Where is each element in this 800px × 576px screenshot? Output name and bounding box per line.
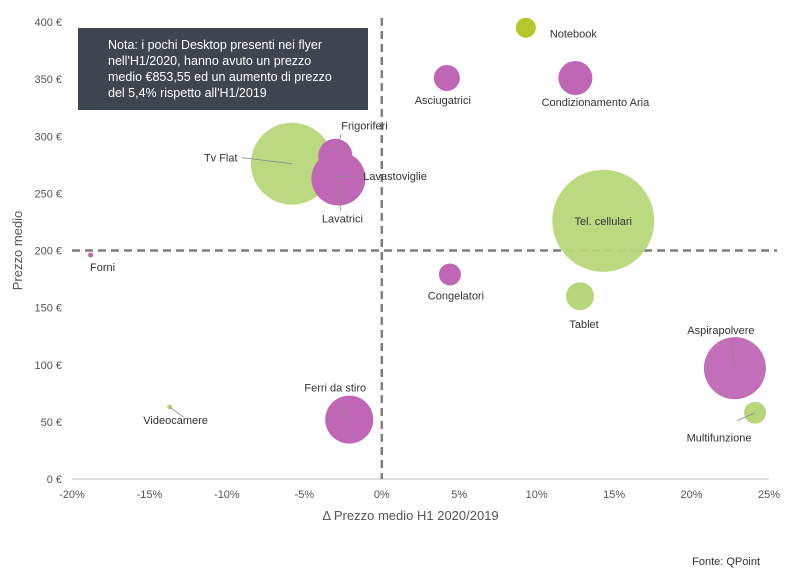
bubble-label: Asciugatrici xyxy=(415,95,471,107)
x-tick-label: 20% xyxy=(681,489,703,501)
note-line: nell'H1/2020, hanno avuto un prezzo xyxy=(108,54,312,68)
x-tick-label: -20% xyxy=(59,489,85,501)
bubble xyxy=(438,263,461,286)
source-label: Fonte: QPoint xyxy=(692,556,760,568)
label-leader-line xyxy=(169,406,184,418)
bubble-label: Tablet xyxy=(569,319,598,331)
bubble xyxy=(558,60,593,95)
y-tick-label: 300 € xyxy=(34,131,62,143)
x-tick-label: -15% xyxy=(137,489,163,501)
bubble xyxy=(566,282,595,311)
bubble xyxy=(433,64,460,91)
bubble-label: Aspirapolvere xyxy=(687,325,754,337)
label-leader-line xyxy=(338,403,350,420)
bubble xyxy=(552,169,655,272)
label-leaders xyxy=(169,133,756,422)
bubble-label: Tel. cellulari xyxy=(575,216,632,228)
bubble-label: Lavastoviglie xyxy=(363,171,427,183)
x-axis-title: Δ Prezzo medio H1 2020/2019 xyxy=(322,508,498,523)
y-tick-label: 400 € xyxy=(34,17,62,29)
note-line: del 5,4% rispetto all'H1/2019 xyxy=(108,86,267,100)
x-tick-label: -10% xyxy=(214,489,240,501)
x-tick-label: -5% xyxy=(295,489,315,501)
label-leader-line xyxy=(334,133,342,156)
y-tick-label: 250 € xyxy=(34,188,62,200)
x-tick-label: 10% xyxy=(526,489,548,501)
bubble-label: Videocamere xyxy=(143,415,208,427)
y-tick-label: 200 € xyxy=(34,246,62,258)
label-leader-line xyxy=(736,412,756,422)
label-leader-line xyxy=(730,342,736,369)
label-leader-line xyxy=(241,157,292,165)
bubble-label: Condizionamento Aria xyxy=(542,97,651,109)
bubble xyxy=(515,17,536,38)
y-tick-label: 0 € xyxy=(47,474,62,486)
bubble-label: Tv Flat xyxy=(204,153,238,165)
bubble xyxy=(88,252,94,258)
y-tick-label: 50 € xyxy=(41,417,62,429)
x-tick-label: 5% xyxy=(451,489,467,501)
label-leader-line xyxy=(338,178,341,211)
bubble-label: Multifunzione xyxy=(687,433,752,445)
bubble-label: Forni xyxy=(90,262,115,274)
x-tick-label: 25% xyxy=(758,489,780,501)
y-tick-labels: 0 € 50 € 100 € 150 € 200 € 250 € 300 € 350 € 400… xyxy=(34,17,62,486)
y-tick-label: 100 € xyxy=(34,360,62,372)
bubble-label: Congelatori xyxy=(428,290,484,302)
reference-lines xyxy=(72,18,777,479)
x-tick-label: 0% xyxy=(374,489,390,501)
x-tick-labels: -20% -15% -10% -5% 0% 5% 10% 15% 20% 25% xyxy=(59,489,780,501)
x-tick-label: 15% xyxy=(603,489,625,501)
note-box: Nota: i pochi Desktop presenti nei flyer… xyxy=(78,28,368,110)
note-line: medio €853,55 ed un aumento di prezzo xyxy=(108,70,332,84)
bubble-label: Notebook xyxy=(550,29,598,41)
y-tick-label: 150 € xyxy=(34,303,62,315)
y-axis-title: Prezzo medio xyxy=(10,211,25,290)
bubble-labels: Notebook Asciugatrici Condizionamento Aria… xyxy=(90,29,755,445)
y-tick-label: 350 € xyxy=(34,74,62,86)
note-line: Nota: i pochi Desktop presenti nei flyer xyxy=(108,38,322,52)
bubble-label: Lavatrici xyxy=(322,214,363,226)
bubble-label: Ferri da stiro xyxy=(304,383,366,395)
bubble-label: Frigoriferi xyxy=(341,121,387,133)
